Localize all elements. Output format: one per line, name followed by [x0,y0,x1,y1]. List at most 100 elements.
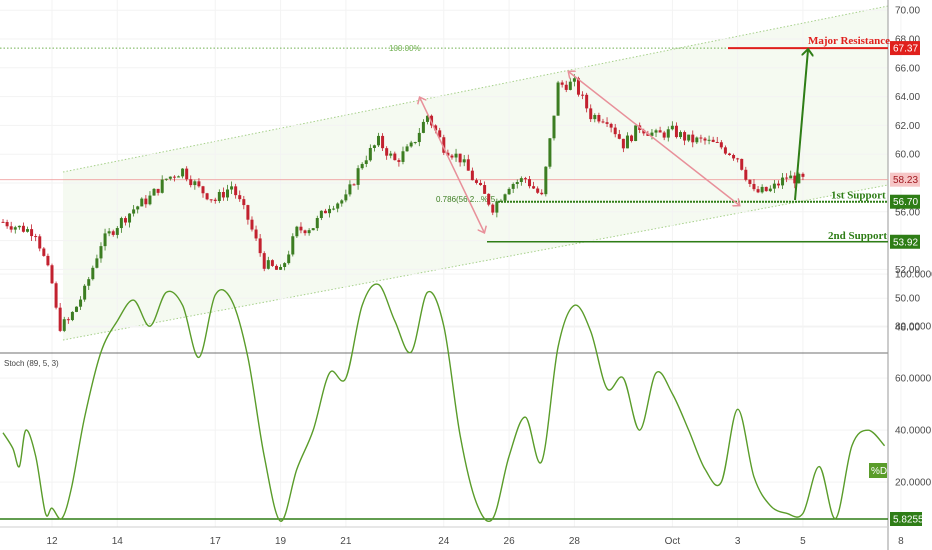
candle-body [381,135,385,149]
candle-body [144,198,148,205]
candle-body [291,236,295,255]
candle-body [377,135,380,146]
candle-body [348,184,352,195]
candle-body [417,132,421,143]
candle-body [507,188,511,195]
time-tick-label: Oct [665,536,681,547]
candle-body [470,170,474,181]
candle-body [1,221,5,223]
candle-body [523,178,527,180]
candle-body [511,184,515,189]
candle-body [772,183,776,189]
candle-body [323,210,327,214]
candle-body [691,134,695,143]
candle-body [499,200,503,202]
candle-body [262,253,266,269]
candle-body [695,137,699,143]
stoch-d-line [2,283,886,523]
candle-body [258,238,262,254]
candle-body [123,218,127,223]
candle-body [683,132,687,141]
candle-body [756,189,760,193]
candle-body [62,319,66,331]
candle-body [397,160,401,162]
stoch-legend-badge [869,463,887,478]
candle-body [34,236,38,238]
candle-body [274,265,278,270]
candle-body [185,168,189,180]
candle-body [621,138,625,149]
candle-body [727,153,731,156]
candle-body [732,155,736,159]
candle-body [401,151,405,162]
candle-body [662,132,666,138]
projection-arrow[interactable] [794,50,808,201]
time-tick-label: 14 [112,536,124,547]
candle-body [164,178,168,180]
candle-body [719,142,723,148]
candle-body [793,175,797,184]
candle-body [609,123,613,128]
candle-body [319,210,323,219]
candle-body [801,173,805,177]
current-price-badge-text: 58.23 [893,175,918,186]
stoch-legend-text: %D [871,466,887,477]
candle-body [723,147,727,154]
candle-body [42,248,46,256]
candle-body [21,225,25,232]
candle-body [26,229,30,232]
first-support-label: 1st Support [831,190,886,202]
candle-body [111,231,115,235]
candle-body [515,182,519,185]
candle-body [254,229,258,239]
candle-body [421,121,425,133]
candle-body [54,283,58,308]
time-axis[interactable]: 12 14 17 19 21 24 26 28 Oct 3 5 8 [0,526,904,547]
major-resistance-badge-text: 67.37 [893,44,918,55]
price-tick-label: 62.00 [895,121,920,132]
candle-body [193,181,197,186]
candle-body [630,135,634,142]
candle-body [466,159,470,171]
candle-body [560,82,564,85]
candle-body [107,231,111,234]
candle-body [213,199,217,201]
time-tick-label: 19 [275,536,287,547]
candle-body [13,227,17,230]
second-support-label: 2nd Support [828,230,887,242]
candle-body [250,219,254,230]
stoch-axis[interactable]: 20.0000 40.0000 60.0000 80.0000 100.0000 [895,270,932,489]
candle-body [70,311,74,321]
candle-body [593,115,597,120]
candle-body [74,306,78,312]
candle-body [50,265,54,284]
candle-body [66,319,70,321]
candle-body [601,121,605,123]
candle-body [674,125,678,138]
price-tick-label: 48.00 [895,323,920,334]
measure-arrow-1[interactable] [420,98,484,232]
candle-body [91,267,95,280]
candle-body [552,115,556,139]
candle-body [356,168,360,185]
time-tick-label: 26 [504,536,516,547]
candle-body [625,135,629,149]
candle-body [752,183,756,190]
candle-body [197,181,201,187]
candle-body [266,260,270,269]
current-price-badge [890,172,920,187]
candle-body [462,159,466,163]
candle-body [679,132,683,138]
measure-arrow-2[interactable] [569,72,739,205]
candle-body [83,285,87,300]
candle-body [270,260,274,266]
candle-body [658,130,662,133]
stoch-tick-label: 20.0000 [895,478,932,489]
candle-body [666,129,670,138]
candle-body [5,221,9,227]
candle-body [283,263,287,267]
candle-body [332,208,336,210]
candle-body [279,266,283,270]
time-tick-label: 5 [800,536,806,547]
